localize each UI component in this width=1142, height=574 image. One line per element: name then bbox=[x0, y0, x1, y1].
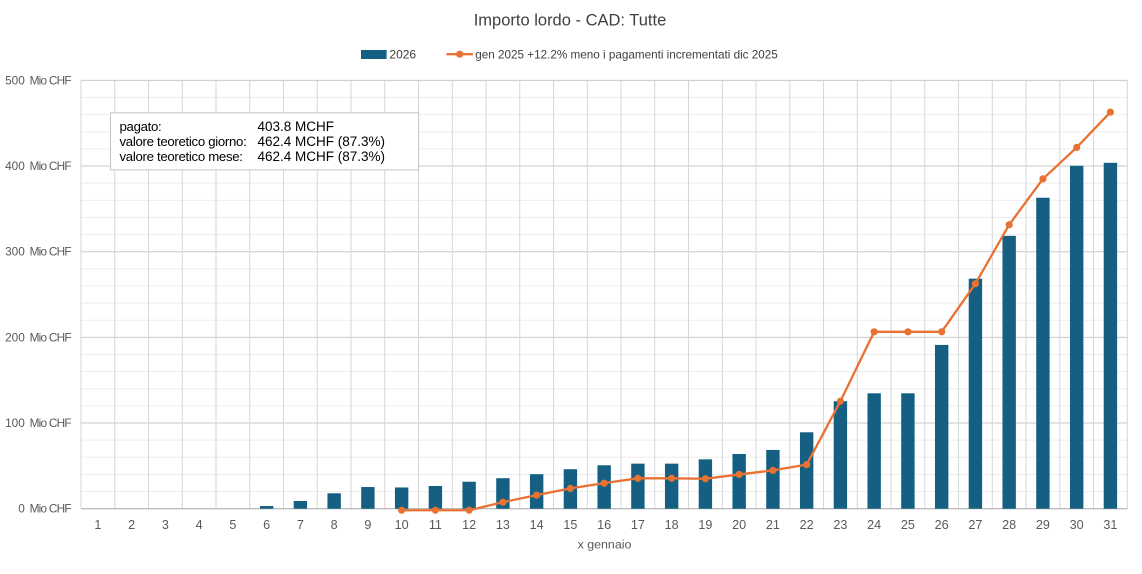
svg-text:17: 17 bbox=[631, 518, 645, 532]
svg-text:3: 3 bbox=[162, 518, 169, 532]
svg-text:462.4 MCHF (87.3%): 462.4 MCHF (87.3%) bbox=[258, 149, 386, 164]
svg-text:25: 25 bbox=[901, 518, 915, 532]
svg-text:2026: 2026 bbox=[389, 47, 416, 61]
svg-text:valore teoretico mese:: valore teoretico mese: bbox=[120, 149, 243, 164]
svg-text:500: 500 bbox=[5, 73, 25, 87]
svg-text:31: 31 bbox=[1103, 518, 1117, 532]
svg-text:19: 19 bbox=[698, 518, 712, 532]
svg-text:7: 7 bbox=[297, 518, 304, 532]
svg-text:12: 12 bbox=[462, 518, 476, 532]
svg-text:18: 18 bbox=[665, 518, 679, 532]
svg-text:462.4 MCHF (87.3%): 462.4 MCHF (87.3%) bbox=[258, 134, 386, 149]
svg-text:10: 10 bbox=[395, 518, 409, 532]
svg-text:5: 5 bbox=[229, 518, 236, 532]
svg-text:23: 23 bbox=[833, 518, 847, 532]
svg-text:Mio CHF: Mio CHF bbox=[30, 73, 72, 87]
svg-text:Mio CHF: Mio CHF bbox=[30, 416, 72, 430]
svg-text:29: 29 bbox=[1036, 518, 1050, 532]
svg-text:200: 200 bbox=[5, 330, 25, 344]
svg-text:100: 100 bbox=[5, 416, 25, 430]
svg-text:30: 30 bbox=[1070, 518, 1084, 532]
svg-text:Mio CHF: Mio CHF bbox=[30, 330, 72, 344]
svg-text:11: 11 bbox=[429, 518, 442, 532]
svg-text:0: 0 bbox=[18, 502, 25, 516]
svg-text:6: 6 bbox=[263, 518, 270, 532]
svg-text:2: 2 bbox=[128, 518, 135, 532]
svg-text:14: 14 bbox=[530, 518, 544, 532]
svg-text:Mio CHF: Mio CHF bbox=[30, 245, 72, 259]
svg-text:400: 400 bbox=[5, 159, 25, 173]
svg-text:Mio CHF: Mio CHF bbox=[30, 159, 72, 173]
svg-text:x gennaio: x gennaio bbox=[578, 538, 632, 552]
svg-text:gen 2025 +12.2% meno i pagamen: gen 2025 +12.2% meno i pagamenti increme… bbox=[475, 48, 778, 61]
svg-text:4: 4 bbox=[196, 518, 203, 532]
svg-text:28: 28 bbox=[1002, 518, 1016, 532]
svg-text:9: 9 bbox=[364, 518, 371, 532]
svg-text:22: 22 bbox=[800, 518, 814, 532]
svg-text:20: 20 bbox=[732, 518, 746, 532]
svg-text:13: 13 bbox=[496, 518, 510, 532]
svg-text:16: 16 bbox=[597, 518, 611, 532]
svg-text:300: 300 bbox=[5, 245, 25, 259]
svg-text:26: 26 bbox=[935, 518, 949, 532]
svg-text:15: 15 bbox=[563, 518, 577, 532]
svg-text:24: 24 bbox=[867, 518, 881, 532]
svg-text:Mio CHF: Mio CHF bbox=[30, 502, 72, 516]
svg-text:27: 27 bbox=[968, 518, 982, 532]
svg-text:1: 1 bbox=[94, 518, 101, 532]
svg-text:8: 8 bbox=[331, 518, 338, 532]
svg-text:pagato:: pagato: bbox=[120, 119, 162, 134]
svg-text:valore teoretico giorno:: valore teoretico giorno: bbox=[120, 134, 247, 149]
svg-text:403.8 MCHF: 403.8 MCHF bbox=[258, 119, 335, 134]
svg-text:21: 21 bbox=[766, 518, 780, 532]
svg-text:Importo lordo - CAD: Tutte: Importo lordo - CAD: Tutte bbox=[474, 12, 667, 30]
